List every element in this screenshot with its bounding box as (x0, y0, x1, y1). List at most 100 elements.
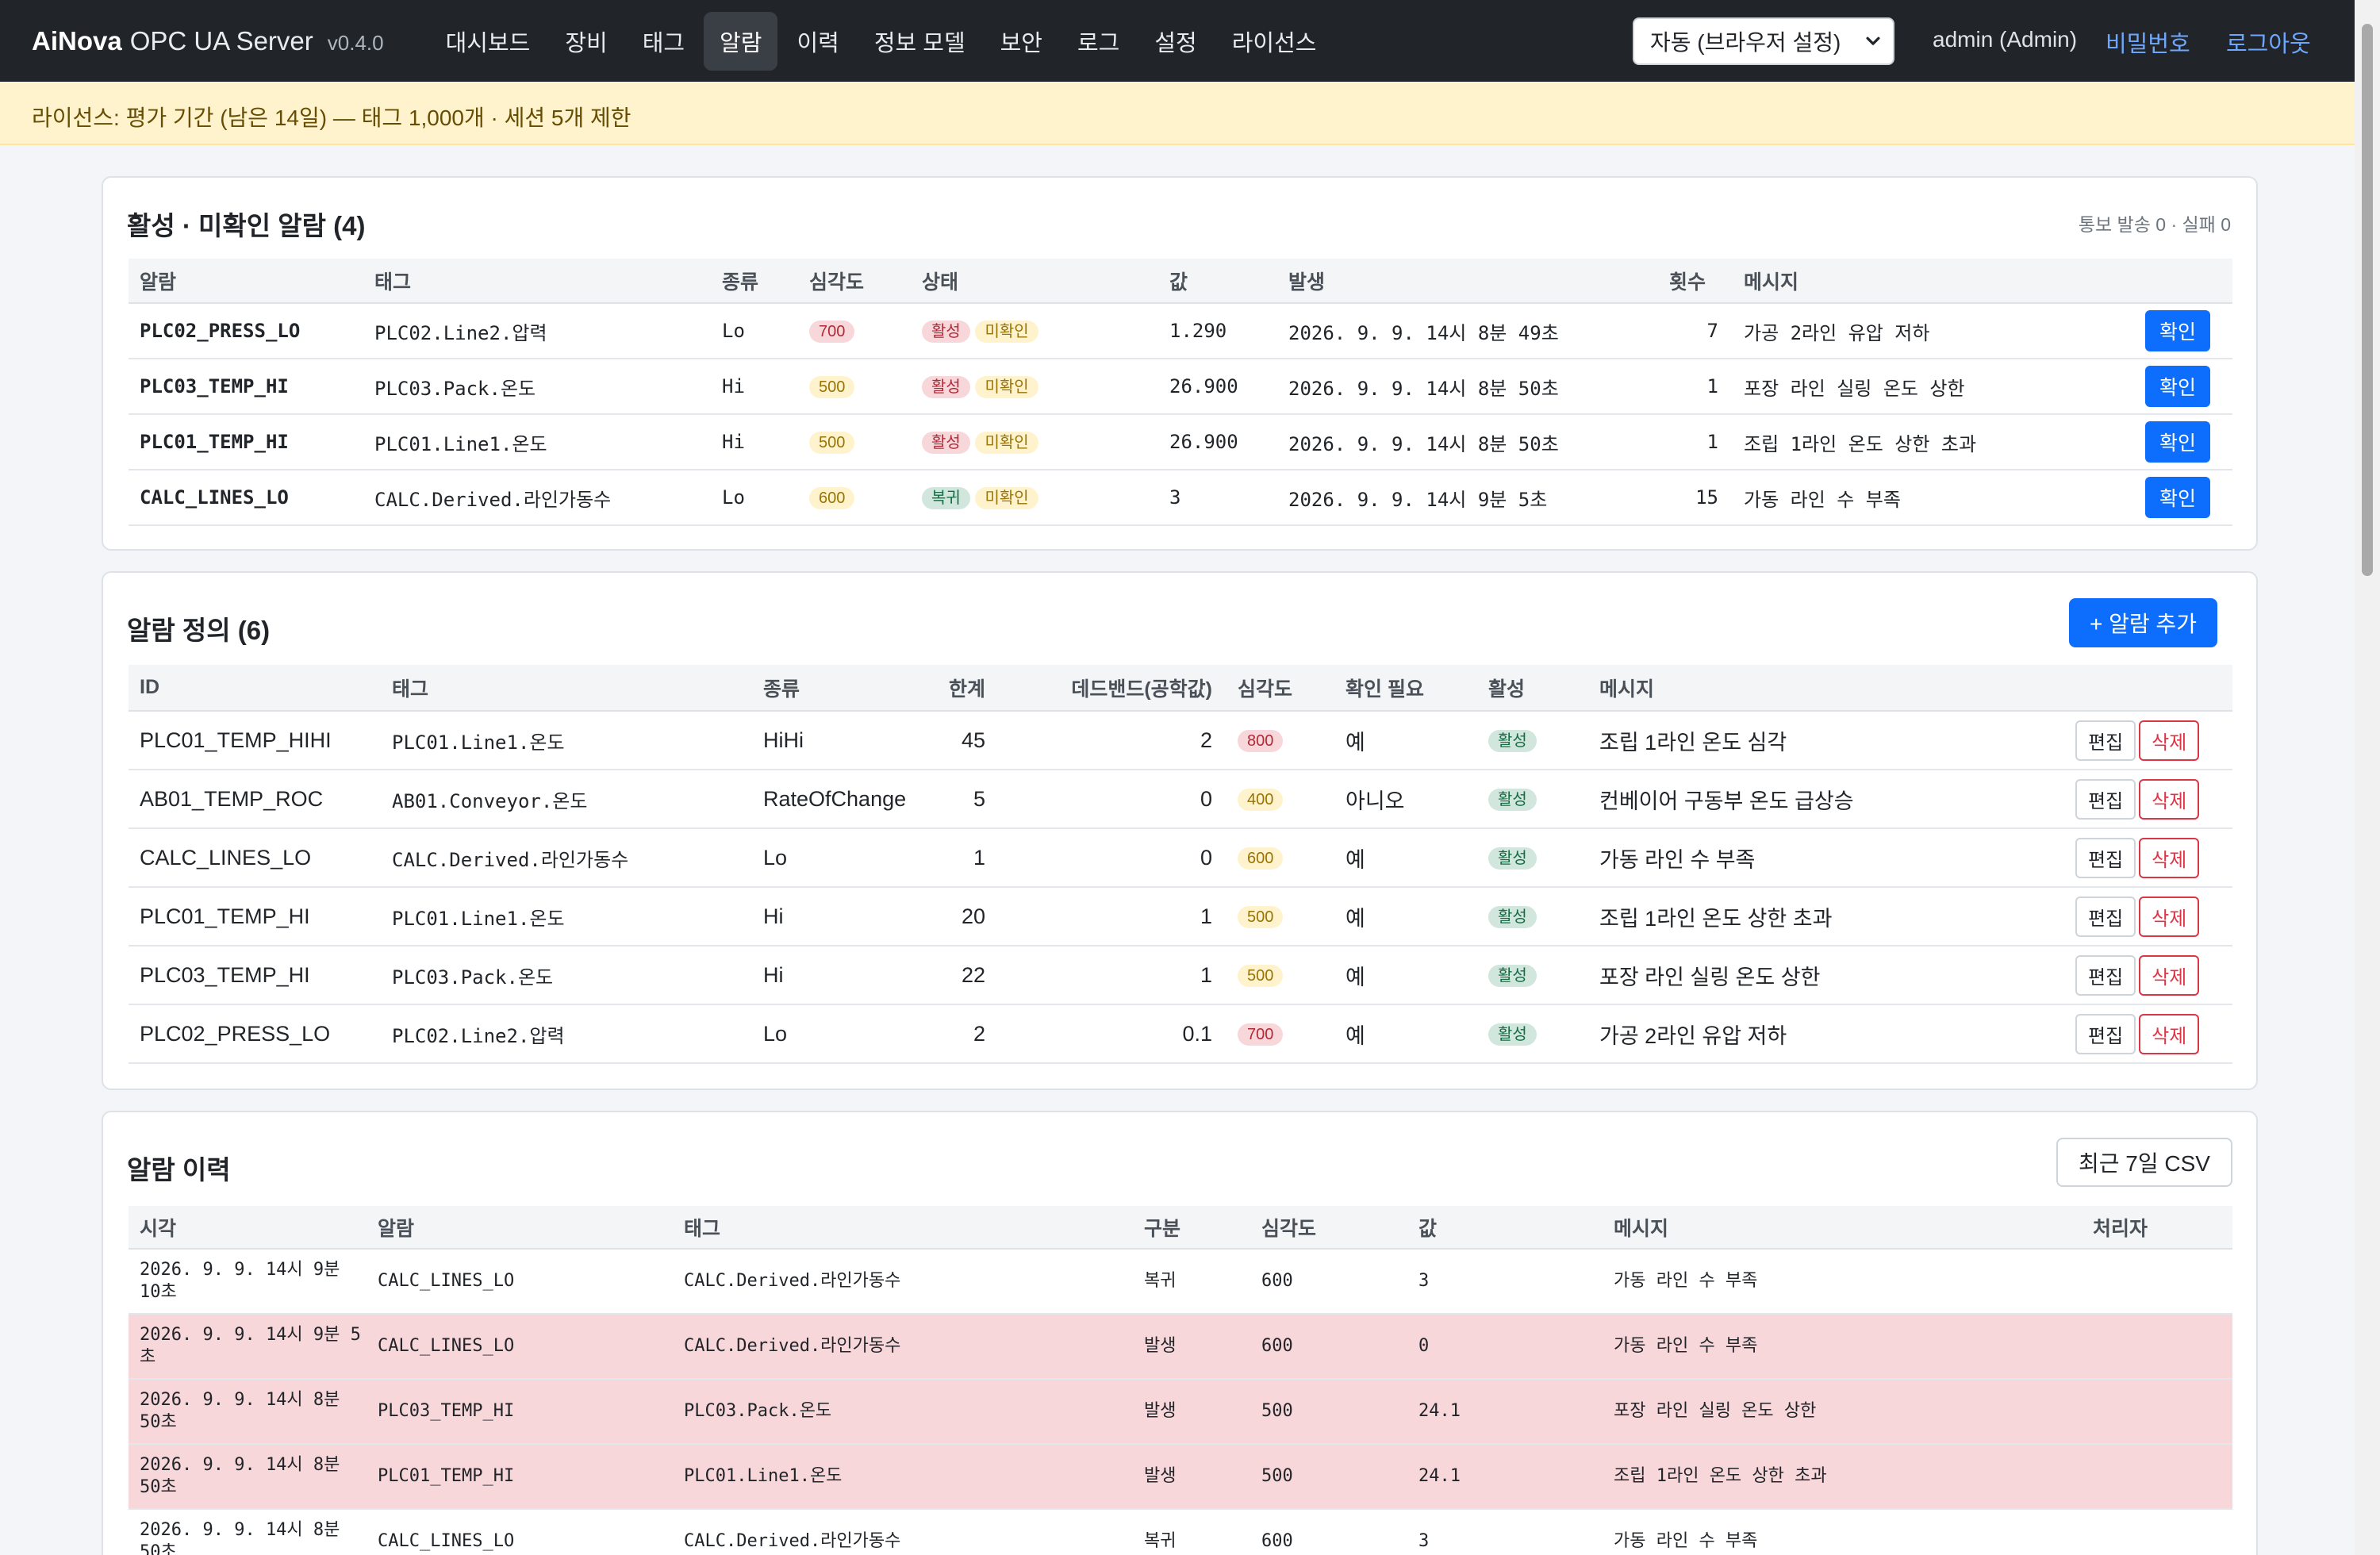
state-badge: 복귀 (922, 486, 970, 509)
nav-settings[interactable]: 설정 (1154, 30, 1197, 56)
delete-button[interactable]: 삭제 (2139, 778, 2200, 820)
definition-ack-required: 예 (1334, 828, 1477, 888)
history-value: 3 (1407, 1249, 1603, 1315)
col-state[interactable]: 상태 (911, 259, 1158, 304)
col-count[interactable]: 횟수 (1658, 259, 1733, 304)
nav-license[interactable]: 라이선스 (1231, 30, 1317, 56)
col-severity[interactable]: 심각도 (1250, 1206, 1407, 1250)
scrollbar-thumb[interactable] (2362, 24, 2373, 576)
definition-limit: 1 (908, 828, 1000, 888)
definition-deadband: 0 (1000, 828, 1226, 888)
history-handler (2082, 1444, 2232, 1510)
col-message[interactable]: 메시지 (1733, 259, 2082, 304)
col-severity[interactable]: 심각도 (1226, 665, 1334, 712)
history-type: 복귀 (1133, 1509, 1250, 1555)
col-value[interactable]: 값 (1407, 1206, 1603, 1250)
delete-button[interactable]: 삭제 (2139, 1013, 2200, 1054)
definition-kind: Lo (752, 1004, 908, 1064)
ack-state-badge: 미확인 (975, 320, 1038, 343)
csv-export-button[interactable]: 최근 7일 CSV (2056, 1138, 2232, 1187)
col-value[interactable]: 값 (1158, 259, 1277, 304)
col-type[interactable]: 구분 (1133, 1206, 1250, 1250)
alarm-tag: PLC02.Line2.압력 (363, 303, 711, 359)
col-ack-required[interactable]: 확인 필요 (1334, 665, 1477, 712)
edit-button[interactable]: 편집 (2075, 720, 2136, 761)
alarm-tag: PLC03.Pack.온도 (363, 359, 711, 415)
ack-button[interactable]: 확인 (2145, 310, 2211, 351)
delete-button[interactable]: 삭제 (2139, 720, 2200, 761)
delete-button[interactable]: 삭제 (2139, 837, 2200, 878)
delete-button[interactable]: 삭제 (2139, 896, 2200, 937)
edit-button[interactable]: 편집 (2075, 837, 2136, 878)
nav-logs[interactable]: 로그 (1077, 30, 1120, 56)
definition-limit: 20 (908, 887, 1000, 946)
alarm-name: PLC01_TEMP_HI (129, 414, 363, 470)
col-deadband[interactable]: 데드밴드(공학값) (1000, 665, 1226, 712)
col-limit[interactable]: 한계 (908, 665, 1000, 712)
alarm-occurred: 2026. 9. 9. 14시 9분 5초 (1277, 470, 1658, 526)
ack-state-badge: 미확인 (975, 486, 1038, 509)
enabled-badge: 활성 (1488, 788, 1537, 811)
definition-deadband: 1 (1000, 946, 1226, 1005)
history-message: 가동 라인 수 부족 (1603, 1249, 2082, 1315)
col-alarm[interactable]: 알람 (129, 259, 363, 304)
edit-button[interactable]: 편집 (2075, 1013, 2136, 1054)
password-link[interactable]: 비밀번호 (2106, 32, 2190, 57)
col-id[interactable]: ID (129, 665, 381, 712)
ack-button[interactable]: 확인 (2145, 421, 2211, 463)
history-time: 2026. 9. 9. 14시 8분 50초 (129, 1379, 367, 1445)
nav-security[interactable]: 보안 (1000, 30, 1042, 56)
history-time: 2026. 9. 9. 14시 9분 10초 (129, 1249, 367, 1315)
nav-info-model[interactable]: 정보 모델 (873, 30, 965, 56)
ack-button[interactable]: 확인 (2145, 477, 2211, 518)
theme-select[interactable]: 자동 (브라우저 설정) (1633, 17, 1894, 65)
table-header-row: 시각 알람 태그 구분 심각도 값 메시지 처리자 (129, 1206, 2232, 1250)
nav-tags[interactable]: 태그 (642, 30, 685, 56)
notify-stats: 통보 발송 0 · 실패 0 (2078, 214, 2231, 235)
delete-button[interactable]: 삭제 (2139, 954, 2200, 996)
nav-alarms[interactable]: 알람 (704, 11, 778, 71)
history-message: 가동 라인 수 부족 (1603, 1509, 2082, 1555)
nav-dashboard[interactable]: 대시보드 (445, 30, 531, 56)
col-enabled[interactable]: 활성 (1477, 665, 1588, 712)
history-time: 2026. 9. 9. 14시 9분 5초 (129, 1314, 367, 1380)
col-kind[interactable]: 종류 (752, 665, 908, 712)
edit-button[interactable]: 편집 (2075, 778, 2136, 820)
severity-badge: 500 (809, 431, 855, 454)
edit-button[interactable]: 편집 (2075, 954, 2136, 996)
state-badge: 활성 (922, 320, 970, 343)
col-tag[interactable]: 태그 (381, 665, 752, 712)
definition-tag: PLC03.Pack.온도 (381, 946, 752, 1005)
logout-link[interactable]: 로그아웃 (2226, 32, 2311, 57)
nav-devices[interactable]: 장비 (565, 30, 608, 56)
col-message[interactable]: 메시지 (1588, 665, 1972, 712)
col-tag[interactable]: 태그 (363, 259, 711, 304)
col-tag[interactable]: 태그 (673, 1206, 1133, 1250)
col-kind[interactable]: 종류 (711, 259, 798, 304)
edit-button[interactable]: 편집 (2075, 896, 2136, 937)
alarm-message: 가공 2라인 유압 저하 (1733, 303, 2082, 359)
col-message[interactable]: 메시지 (1603, 1206, 2082, 1250)
history-severity: 500 (1250, 1444, 1407, 1510)
top-navbar: AiNova OPC UA Server v0.4.0 대시보드 장비 태그 알… (0, 0, 2355, 82)
ack-state-badge: 미확인 (975, 375, 1038, 398)
alarm-tag: CALC.Derived.라인가동수 (363, 470, 711, 526)
table-header-row: ID 태그 종류 한계 데드밴드(공학값) 심각도 확인 필요 활성 메시지 (129, 665, 2232, 712)
definition-id: PLC01_TEMP_HIHI (129, 711, 381, 770)
vertical-scrollbar[interactable] (2355, 0, 2380, 1555)
theme-select-value: 자동 (브라우저 설정) (1650, 30, 1841, 55)
col-time[interactable]: 시각 (129, 1206, 367, 1250)
alarm-name: CALC_LINES_LO (129, 470, 363, 526)
col-severity[interactable]: 심각도 (798, 259, 911, 304)
history-handler (2082, 1509, 2232, 1555)
col-handler[interactable]: 처리자 (2082, 1206, 2232, 1250)
definition-message: 가공 2라인 유압 저하 (1588, 1004, 1972, 1064)
definition-limit: 22 (908, 946, 1000, 1005)
definition-ack-required: 아니오 (1334, 770, 1477, 829)
nav-history[interactable]: 이력 (797, 30, 839, 56)
add-alarm-button[interactable]: + 알람 추가 (2069, 598, 2217, 647)
ack-button[interactable]: 확인 (2145, 366, 2211, 407)
col-alarm[interactable]: 알람 (367, 1206, 673, 1250)
col-occurred[interactable]: 발생 (1277, 259, 1658, 304)
app-brand[interactable]: AiNova OPC UA Server v0.4.0 (32, 26, 384, 56)
